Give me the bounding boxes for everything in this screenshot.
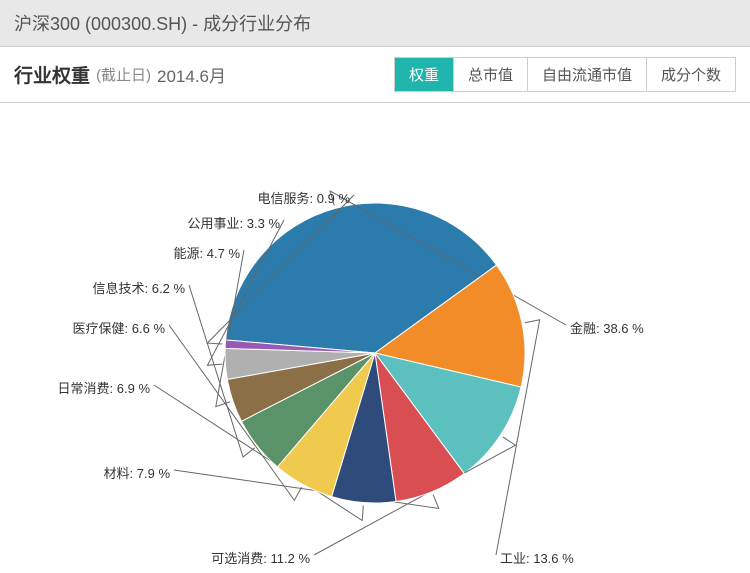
slice-label-能源: 能源: 4.7 % xyxy=(174,243,240,262)
cutoff-date: 2014.6月 xyxy=(157,62,226,87)
tab-权重[interactable]: 权重 xyxy=(395,58,454,91)
slice-label-日常消费: 日常消费: 6.9 % xyxy=(58,378,150,397)
section-title: 行业权重 xyxy=(14,61,90,88)
page-title-bar: 沪深300 (000300.SH) - 成分行业分布 xyxy=(0,0,750,47)
slice-label-金融: 金融: 38.6 % xyxy=(570,318,644,337)
tab-成分个数[interactable]: 成分个数 xyxy=(647,58,735,91)
slice-label-材料: 材料: 7.9 % xyxy=(104,463,170,482)
page-title: 沪深300 (000300.SH) - 成分行业分布 xyxy=(14,14,311,34)
tab-自由流通市值[interactable]: 自由流通市值 xyxy=(528,58,647,91)
slice-label-公用事业: 公用事业: 3.3 % xyxy=(188,213,280,232)
slice-label-电信服务: 电信服务: 0.9 % xyxy=(258,188,350,207)
tab-总市值[interactable]: 总市值 xyxy=(454,58,528,91)
slice-label-医疗保健: 医疗保健: 6.6 % xyxy=(73,318,165,337)
subheader: 行业权重 (截止日) 2014.6月 权重总市值自由流通市值成分个数 xyxy=(0,47,750,103)
cutoff-label: (截止日) xyxy=(96,64,151,85)
metric-tabs: 权重总市值自由流通市值成分个数 xyxy=(394,57,736,92)
slice-label-信息技术: 信息技术: 6.2 % xyxy=(93,278,185,297)
pie-chart: 金融: 38.6 %工业: 13.6 %可选消费: 11.2 %材料: 7.9 … xyxy=(0,103,750,573)
